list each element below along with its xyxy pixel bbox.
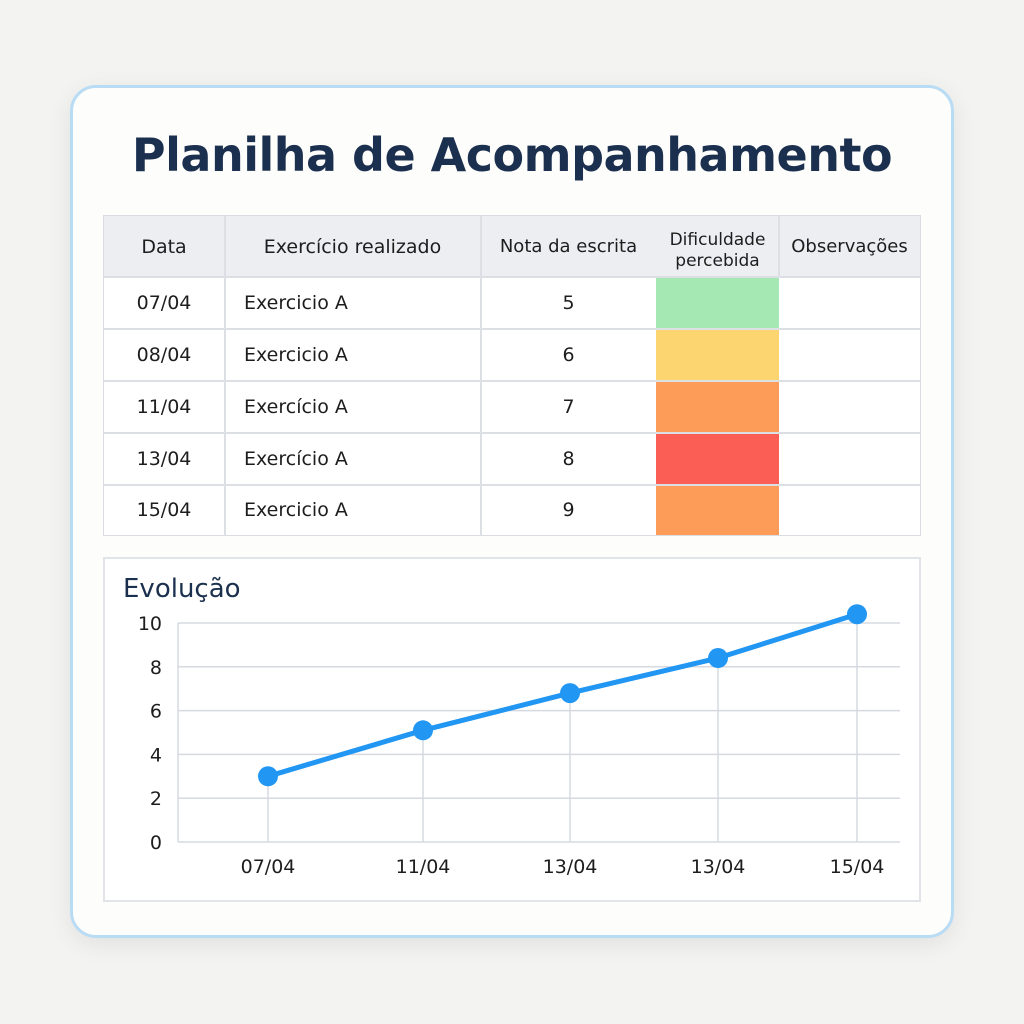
header-difficulty: Dificuldade percebida bbox=[669, 230, 766, 271]
score-cell: 8 bbox=[562, 448, 575, 470]
difficulty-cell bbox=[656, 277, 779, 329]
exercise-cell: Exercicio A bbox=[244, 499, 348, 521]
row-divider bbox=[104, 432, 920, 434]
score-cell: 7 bbox=[562, 396, 575, 418]
header-date: Data bbox=[141, 235, 187, 258]
y-tick-label: 2 bbox=[150, 788, 162, 810]
difficulty-cell bbox=[656, 329, 779, 381]
y-tick-label: 10 bbox=[138, 613, 162, 635]
data-point bbox=[413, 720, 433, 741]
y-tick-label: 4 bbox=[150, 744, 162, 766]
date-cell: 07/04 bbox=[136, 292, 192, 314]
exercise-cell: Exercício A bbox=[244, 448, 348, 470]
row-divider bbox=[104, 328, 920, 330]
x-tick-label: 11/04 bbox=[396, 856, 451, 878]
difficulty-cell bbox=[656, 433, 779, 485]
date-cell: 11/04 bbox=[136, 396, 192, 418]
row-divider bbox=[104, 276, 920, 278]
row-divider bbox=[104, 380, 920, 382]
date-cell: 13/04 bbox=[136, 448, 192, 470]
difficulty-cell bbox=[656, 485, 779, 535]
row-divider bbox=[104, 484, 920, 486]
header-score: Nota da escrita bbox=[499, 236, 638, 257]
column-divider bbox=[480, 216, 482, 535]
data-point bbox=[847, 604, 867, 625]
score-cell: 5 bbox=[562, 292, 575, 314]
exercise-cell: Exercicio A bbox=[244, 292, 348, 314]
chart-panel bbox=[103, 557, 921, 902]
date-cell: 08/04 bbox=[136, 344, 192, 366]
exercise-cell: Exercicio A bbox=[244, 344, 348, 366]
y-tick-label: 8 bbox=[150, 657, 162, 679]
y-tick-label: 0 bbox=[150, 832, 162, 854]
score-cell: 6 bbox=[562, 344, 575, 366]
column-divider bbox=[224, 216, 226, 535]
difficulty-cell bbox=[656, 381, 779, 433]
x-tick-label: 15/04 bbox=[830, 856, 885, 878]
header-exercise: Exercício realizado bbox=[263, 235, 442, 258]
table-header-row bbox=[104, 216, 920, 277]
data-point bbox=[258, 766, 278, 787]
tracking-table: Data Exercício realizado Nota da escrita… bbox=[103, 215, 921, 536]
header-observations: Observações bbox=[791, 236, 908, 257]
data-point bbox=[560, 683, 580, 704]
x-tick-label: 07/04 bbox=[241, 856, 296, 878]
y-tick-label: 6 bbox=[150, 701, 162, 723]
x-tick-label: 13/04 bbox=[543, 856, 598, 878]
score-cell: 9 bbox=[562, 499, 575, 521]
x-tick-label: 13/04 bbox=[691, 856, 746, 878]
chart-title: Evolução bbox=[123, 574, 241, 604]
column-divider bbox=[778, 216, 780, 277]
exercise-cell: Exercício A bbox=[244, 396, 348, 418]
data-point bbox=[708, 648, 728, 669]
page-title: Planilha de Acompanhamento bbox=[131, 128, 893, 182]
date-cell: 15/04 bbox=[136, 499, 192, 521]
